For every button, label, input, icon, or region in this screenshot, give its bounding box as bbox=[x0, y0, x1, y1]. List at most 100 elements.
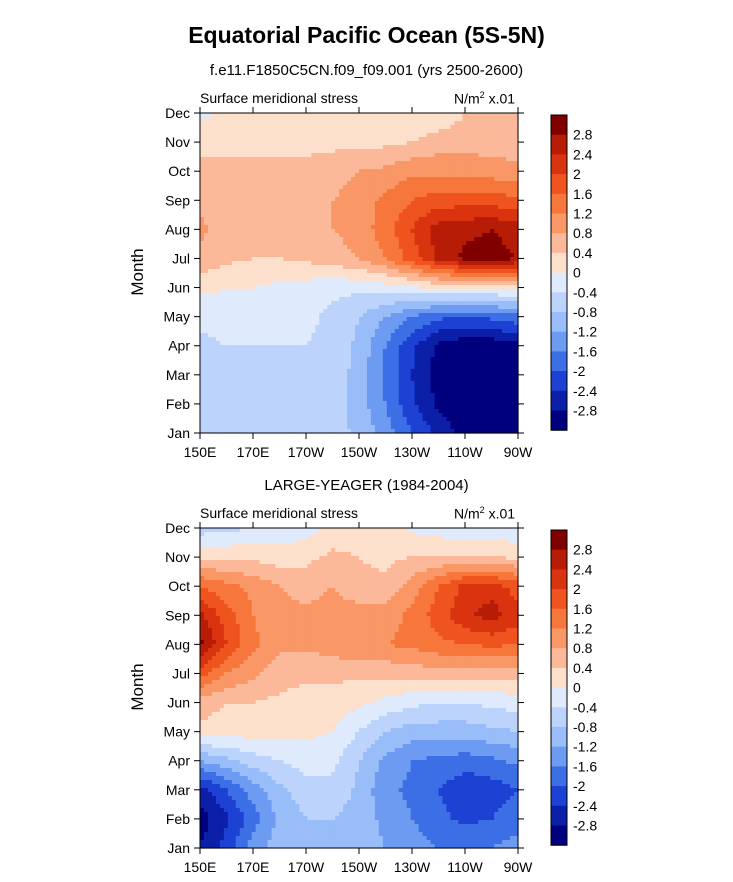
heatmap-cell bbox=[414, 229, 420, 234]
heatmap-cell bbox=[243, 345, 249, 350]
heatmap-cell bbox=[303, 289, 308, 294]
heatmap-cell bbox=[259, 325, 265, 330]
heatmap-cell bbox=[331, 133, 336, 138]
heatmap-cell bbox=[502, 261, 507, 266]
heatmap-cell bbox=[251, 181, 257, 186]
heatmap-cell bbox=[414, 269, 420, 274]
heatmap-cell bbox=[490, 325, 495, 330]
heatmap-cell bbox=[378, 129, 384, 134]
heatmap-cell bbox=[474, 129, 479, 134]
heatmap-cell bbox=[386, 161, 392, 166]
heatmap-cell bbox=[514, 177, 519, 182]
heatmap-cell bbox=[390, 245, 396, 250]
heatmap-cell bbox=[506, 213, 511, 218]
heatmap-cell bbox=[279, 149, 285, 154]
heatmap-cell bbox=[327, 205, 332, 210]
heatmap-cell bbox=[219, 225, 225, 230]
heatmap-cell bbox=[271, 261, 277, 266]
heatmap-cell bbox=[287, 149, 293, 154]
heatmap-cell bbox=[470, 113, 475, 118]
heatmap-cell bbox=[359, 309, 364, 314]
heatmap-cell bbox=[446, 225, 452, 230]
heatmap-cell bbox=[200, 301, 205, 306]
heatmap-cell bbox=[362, 309, 368, 314]
heatmap-cell bbox=[259, 181, 265, 186]
heatmap-cell bbox=[506, 333, 511, 338]
heatmap-cell bbox=[514, 261, 519, 266]
heatmap-cell bbox=[247, 193, 253, 198]
heatmap-cell bbox=[502, 249, 507, 254]
heatmap-cell bbox=[203, 301, 209, 306]
heatmap-cell bbox=[203, 181, 209, 186]
heatmap-cell bbox=[291, 309, 297, 314]
heatmap-cell bbox=[327, 153, 332, 158]
heatmap-cell bbox=[271, 225, 277, 230]
heatmap-cell bbox=[275, 137, 281, 142]
heatmap-cell bbox=[486, 333, 491, 338]
heatmap-cell bbox=[291, 265, 297, 270]
heatmap-cell bbox=[462, 233, 467, 238]
heatmap-cell bbox=[454, 289, 459, 294]
heatmap-cell bbox=[450, 261, 456, 266]
heatmap-cell bbox=[255, 321, 261, 326]
heatmap-cell bbox=[454, 329, 459, 334]
heatmap-cell bbox=[295, 285, 300, 290]
heatmap-cell bbox=[303, 361, 308, 366]
heatmap-cell bbox=[211, 277, 217, 282]
heatmap-cell bbox=[502, 245, 507, 250]
heatmap-cell bbox=[339, 281, 344, 286]
heatmap-cell bbox=[319, 353, 324, 358]
heatmap-cell bbox=[510, 333, 515, 338]
heatmap-cell bbox=[211, 281, 217, 286]
heatmap-cell bbox=[462, 141, 467, 146]
heatmap-cell bbox=[291, 337, 297, 342]
heatmap-cell bbox=[235, 317, 241, 322]
heatmap-cell bbox=[227, 173, 233, 178]
heatmap-cell bbox=[275, 333, 281, 338]
heatmap-cell bbox=[331, 225, 336, 230]
heatmap-cell bbox=[394, 153, 400, 158]
heatmap-cell bbox=[462, 133, 467, 138]
heatmap-cell bbox=[458, 253, 463, 258]
heatmap-cell bbox=[215, 133, 221, 138]
heatmap-cell bbox=[263, 229, 269, 234]
heatmap-cell bbox=[251, 125, 257, 130]
heatmap-cell bbox=[430, 205, 436, 210]
heatmap-cell bbox=[486, 237, 491, 242]
heatmap-cell bbox=[283, 169, 289, 174]
heatmap-cell bbox=[223, 313, 229, 318]
heatmap-cell bbox=[223, 157, 229, 162]
heatmap-cell bbox=[382, 261, 388, 266]
heatmap-cell bbox=[227, 293, 233, 298]
heatmap-cell bbox=[510, 141, 515, 146]
heatmap-cell bbox=[382, 225, 388, 230]
heatmap-cell bbox=[231, 325, 237, 330]
heatmap-cell bbox=[454, 293, 459, 298]
heatmap-cell bbox=[434, 197, 440, 202]
heatmap-cell bbox=[462, 193, 467, 198]
heatmap-cell bbox=[514, 201, 519, 206]
heatmap-cell bbox=[370, 161, 376, 166]
heatmap-cell bbox=[343, 181, 348, 186]
heatmap-cell bbox=[490, 117, 495, 122]
heatmap-cell bbox=[478, 353, 483, 358]
heatmap-cell bbox=[291, 193, 297, 198]
heatmap-cell bbox=[287, 153, 293, 158]
heatmap-cell bbox=[291, 165, 297, 170]
heatmap-cell bbox=[506, 141, 511, 146]
heatmap-cell bbox=[247, 329, 253, 334]
heatmap-cell bbox=[502, 345, 507, 350]
heatmap-cell bbox=[200, 177, 205, 182]
heatmap-cell bbox=[434, 245, 440, 250]
heatmap-cell bbox=[291, 181, 297, 186]
heatmap-cell bbox=[239, 337, 245, 342]
heatmap-cell bbox=[239, 353, 245, 358]
heatmap-cell bbox=[347, 217, 352, 222]
heatmap-cell bbox=[359, 341, 364, 346]
heatmap-cell bbox=[347, 213, 352, 218]
heatmap-cell bbox=[426, 197, 432, 202]
heatmap-cell bbox=[259, 117, 265, 122]
heatmap-cell bbox=[462, 325, 467, 330]
heatmap-cell bbox=[370, 249, 376, 254]
heatmap-cell bbox=[410, 121, 416, 126]
